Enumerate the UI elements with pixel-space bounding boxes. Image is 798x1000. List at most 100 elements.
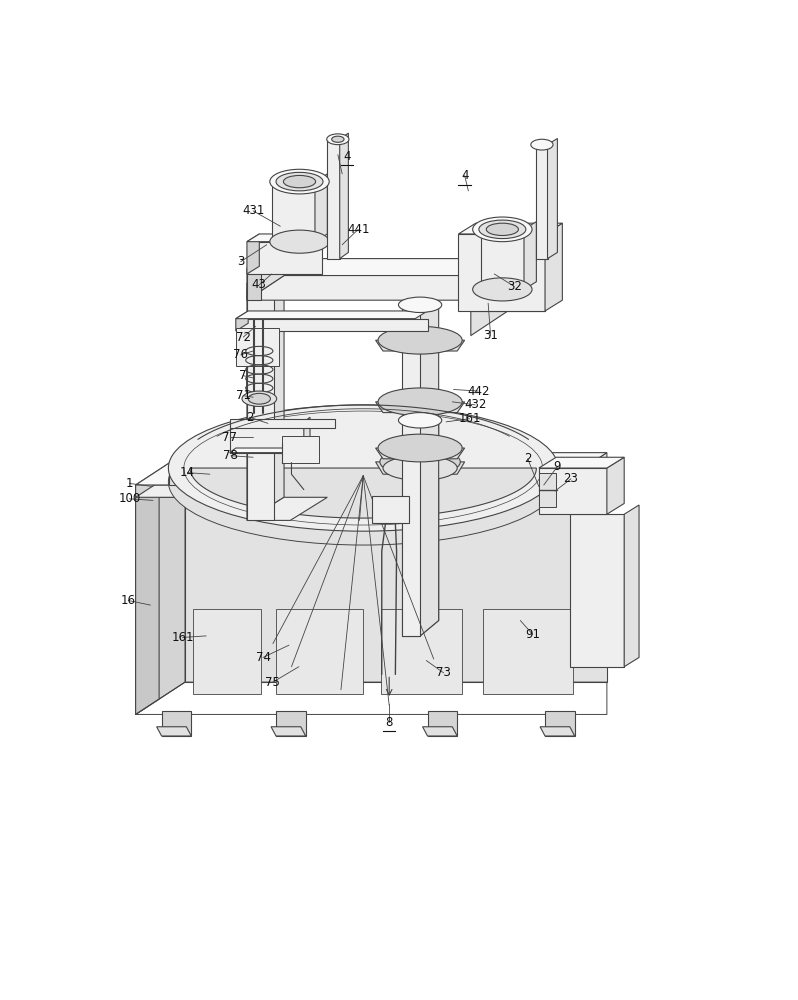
Polygon shape: [169, 473, 557, 485]
Polygon shape: [624, 505, 639, 667]
Text: 72: 72: [235, 331, 251, 344]
Polygon shape: [458, 223, 563, 234]
Polygon shape: [471, 234, 508, 336]
Polygon shape: [236, 311, 428, 319]
Ellipse shape: [378, 434, 462, 462]
Ellipse shape: [398, 297, 442, 312]
Text: 77: 77: [222, 431, 237, 444]
Polygon shape: [420, 420, 439, 636]
Polygon shape: [340, 133, 349, 259]
Ellipse shape: [472, 217, 532, 242]
Text: 43: 43: [252, 278, 267, 291]
Text: 73: 73: [437, 666, 451, 679]
Polygon shape: [376, 448, 464, 459]
Polygon shape: [230, 448, 310, 453]
Polygon shape: [247, 259, 508, 283]
Polygon shape: [156, 727, 192, 736]
Text: 161: 161: [458, 412, 481, 425]
Text: 91: 91: [525, 628, 540, 641]
Text: 23: 23: [563, 472, 579, 485]
Polygon shape: [247, 276, 508, 300]
Text: 14: 14: [180, 466, 195, 479]
Ellipse shape: [383, 456, 457, 480]
Text: 2: 2: [246, 411, 253, 424]
Ellipse shape: [168, 405, 558, 531]
Ellipse shape: [378, 388, 462, 416]
Polygon shape: [372, 496, 409, 523]
Polygon shape: [401, 436, 420, 636]
Ellipse shape: [248, 393, 271, 404]
Text: 1: 1: [126, 477, 133, 490]
Text: 431: 431: [242, 204, 264, 217]
Polygon shape: [271, 182, 315, 242]
Ellipse shape: [168, 419, 558, 545]
Ellipse shape: [242, 391, 277, 406]
Text: 4: 4: [461, 169, 468, 182]
Polygon shape: [471, 272, 484, 311]
Text: 4: 4: [343, 150, 351, 163]
Polygon shape: [230, 422, 304, 453]
Polygon shape: [247, 289, 275, 520]
Polygon shape: [471, 272, 557, 280]
Text: 3: 3: [237, 255, 244, 268]
Ellipse shape: [378, 326, 462, 354]
Polygon shape: [539, 473, 556, 507]
Text: 78: 78: [223, 449, 239, 462]
Text: 432: 432: [464, 398, 486, 411]
Text: 31: 31: [483, 329, 498, 342]
Text: 8: 8: [385, 716, 393, 729]
Polygon shape: [136, 482, 159, 714]
Polygon shape: [471, 234, 545, 259]
Polygon shape: [136, 465, 185, 714]
Polygon shape: [606, 457, 624, 514]
Polygon shape: [304, 417, 310, 453]
Polygon shape: [536, 145, 547, 259]
Polygon shape: [136, 453, 606, 485]
Polygon shape: [247, 266, 284, 520]
Ellipse shape: [332, 136, 344, 142]
Text: 7: 7: [239, 369, 247, 382]
Polygon shape: [570, 514, 624, 667]
Text: 161: 161: [172, 631, 194, 644]
Polygon shape: [247, 497, 327, 520]
Polygon shape: [539, 468, 606, 514]
Text: 71: 71: [235, 389, 251, 402]
Polygon shape: [480, 229, 524, 289]
Polygon shape: [247, 234, 259, 274]
Polygon shape: [247, 268, 260, 300]
Polygon shape: [524, 222, 536, 289]
Polygon shape: [420, 289, 439, 636]
Polygon shape: [136, 465, 606, 497]
Polygon shape: [247, 242, 322, 274]
Text: 2: 2: [524, 452, 531, 465]
Polygon shape: [539, 457, 624, 468]
Polygon shape: [136, 453, 606, 497]
Text: 32: 32: [507, 280, 522, 293]
Text: 76: 76: [233, 348, 248, 361]
Polygon shape: [236, 311, 248, 331]
Polygon shape: [471, 280, 545, 311]
Ellipse shape: [380, 448, 460, 476]
Polygon shape: [428, 711, 457, 736]
Polygon shape: [547, 138, 557, 259]
Text: 100: 100: [118, 492, 140, 505]
Polygon shape: [271, 727, 306, 736]
Polygon shape: [545, 223, 563, 311]
Polygon shape: [545, 711, 575, 736]
Ellipse shape: [531, 139, 553, 150]
Text: 441: 441: [347, 223, 369, 236]
Polygon shape: [458, 234, 545, 311]
Ellipse shape: [270, 230, 330, 253]
Polygon shape: [185, 465, 606, 682]
Polygon shape: [192, 609, 260, 694]
Ellipse shape: [276, 172, 323, 191]
Polygon shape: [236, 319, 428, 331]
Polygon shape: [381, 609, 461, 694]
Polygon shape: [315, 174, 327, 242]
Polygon shape: [484, 609, 573, 694]
Ellipse shape: [326, 134, 349, 145]
Polygon shape: [401, 305, 420, 636]
Polygon shape: [247, 259, 284, 300]
Polygon shape: [327, 139, 340, 259]
Ellipse shape: [486, 223, 519, 235]
